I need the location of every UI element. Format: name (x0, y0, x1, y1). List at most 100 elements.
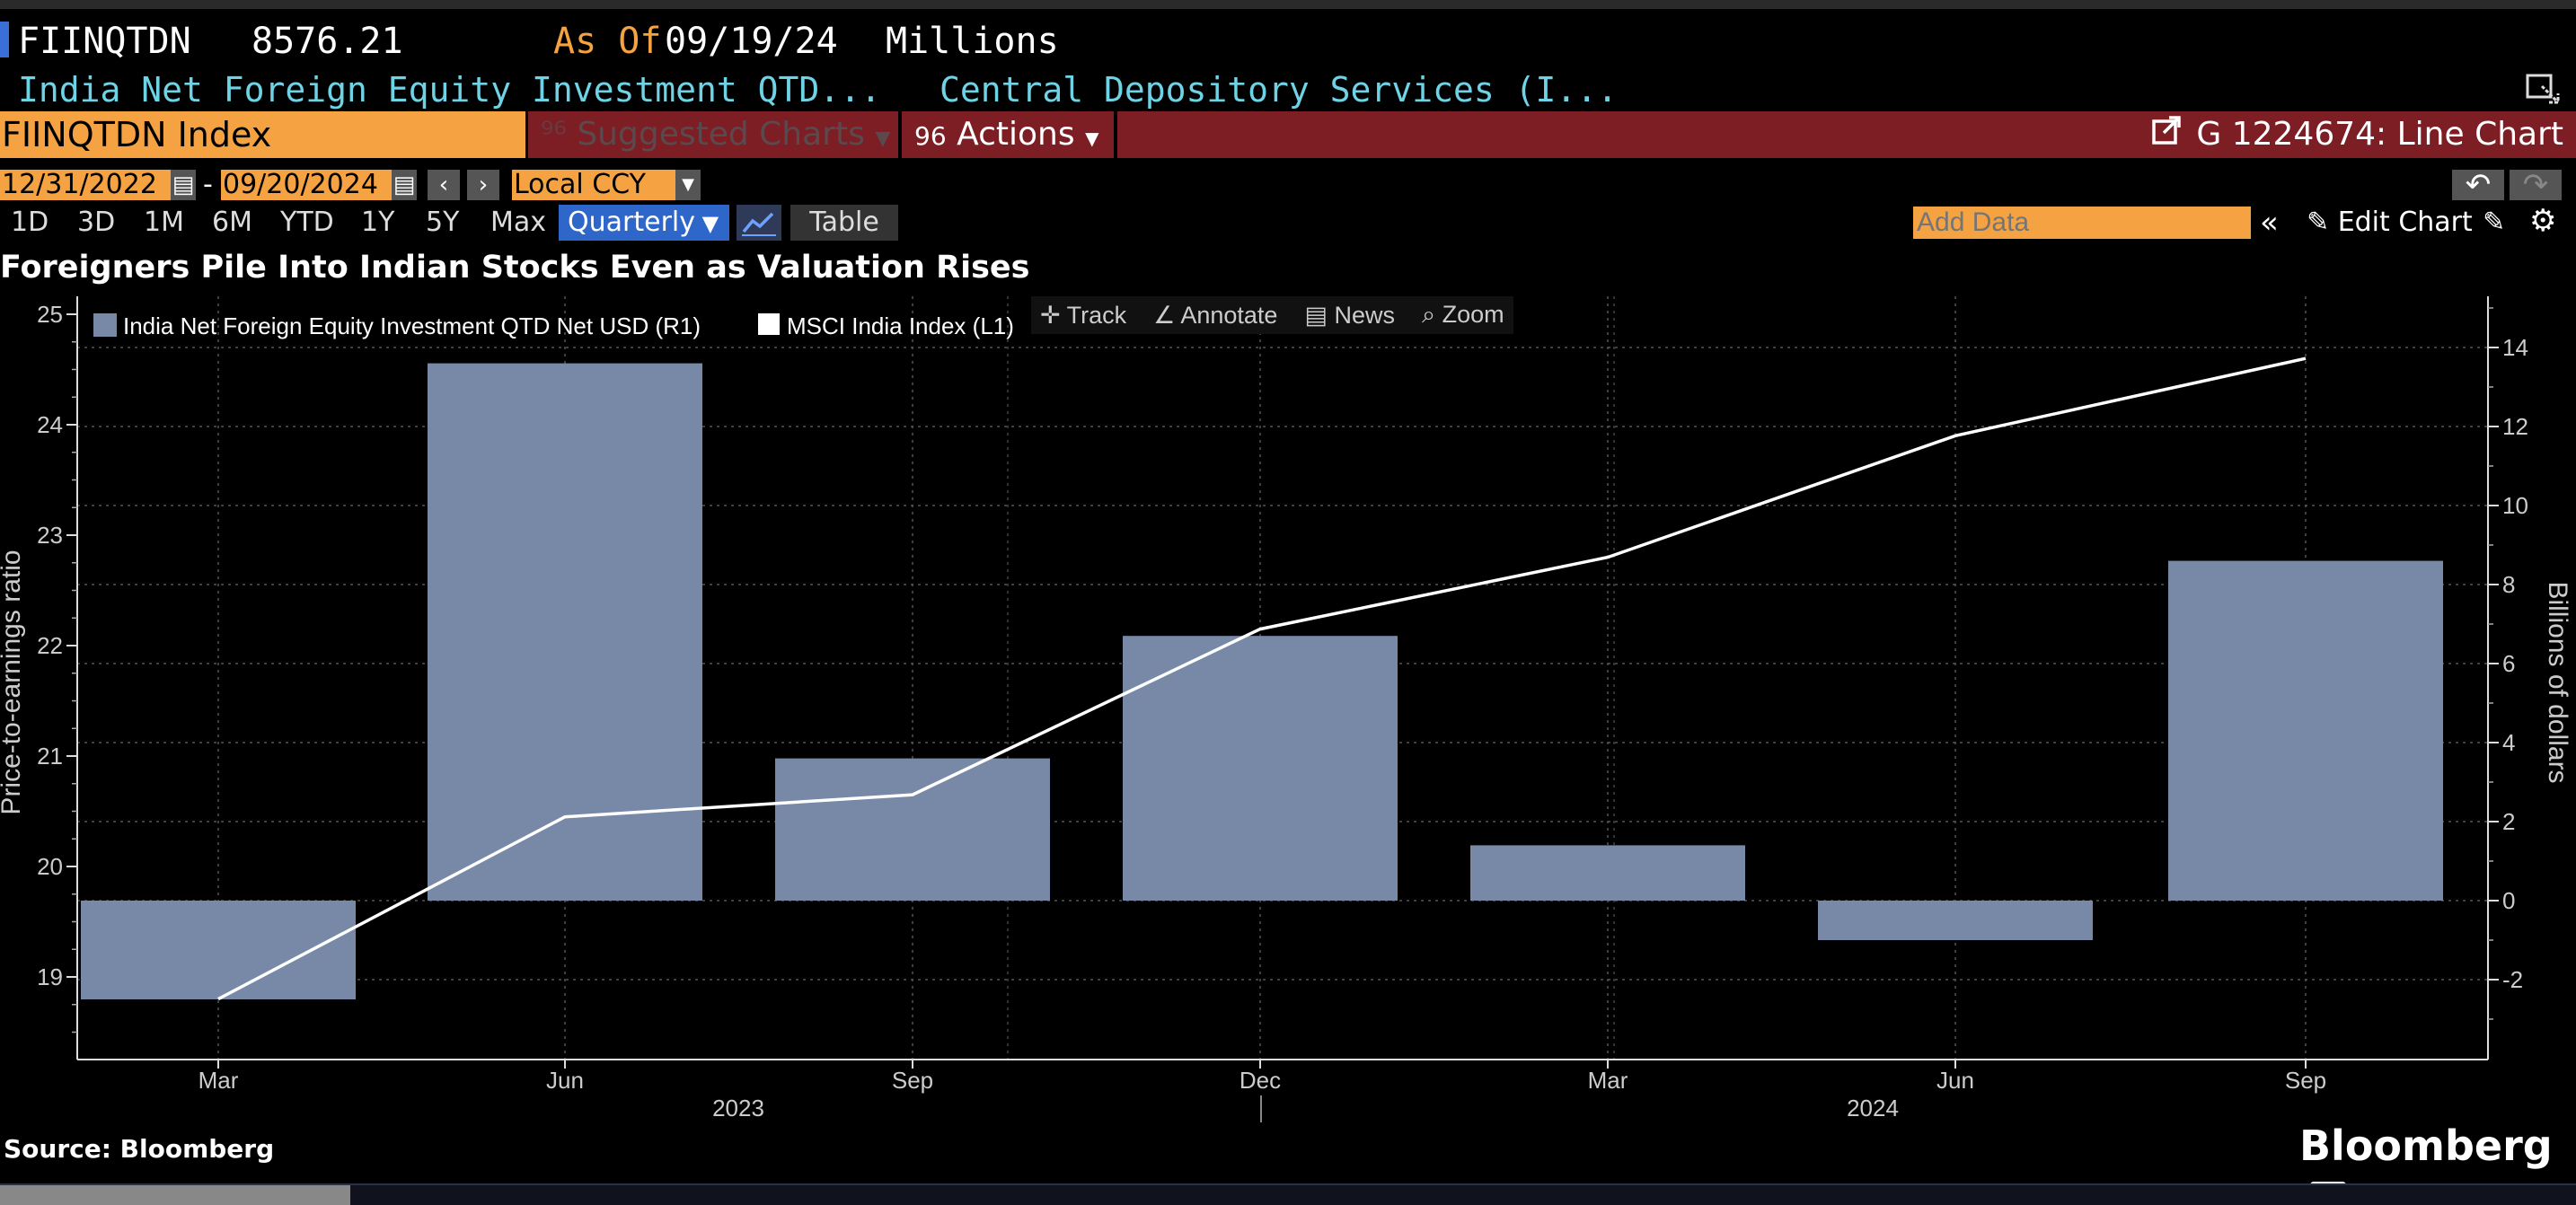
period-ytd-button[interactable]: YTD (280, 207, 334, 238)
period-max-button[interactable]: Max (490, 207, 547, 238)
ticker-symbol[interactable]: FIINQTDN (18, 21, 191, 62)
line-chart-icon[interactable] (737, 205, 781, 241)
period-3d-button[interactable]: 3D (77, 207, 116, 238)
pencil-icon: ✎ (2307, 207, 2338, 238)
crosshair-icon: ✛ (1040, 301, 1067, 329)
track-label: Track (1066, 301, 1127, 329)
data-source-name: Central Depository Services (I... (940, 70, 1618, 110)
bar (1818, 901, 2093, 940)
as-of-date: 09/19/24 (665, 21, 838, 62)
period-1d-button[interactable]: 1D (11, 207, 49, 238)
start-date-field[interactable]: 12/31/2022 (0, 170, 171, 200)
x-tick-label: Sep (2285, 1067, 2326, 1094)
bar (1123, 636, 1398, 901)
x-tick-label: Jun (1936, 1067, 1974, 1094)
chart-id-label: G 1224674: Line Chart (2196, 116, 2563, 153)
x-tick-label: Jun (546, 1067, 584, 1094)
legend-label-line: MSCI India Index (L1) (787, 312, 1014, 339)
add-data-input[interactable] (1913, 207, 2251, 239)
news-button[interactable]: ▤ News (1304, 302, 1395, 330)
gear-icon[interactable]: ⚙ (2529, 203, 2557, 239)
currency-select[interactable]: Local CCY (512, 170, 683, 200)
status-bar-segment (0, 1185, 350, 1205)
bloomberg-logo-text: Bloomberg (2299, 1121, 2553, 1170)
edit-chart-label: Edit Chart (2337, 207, 2473, 238)
magnifier-icon: ⌕ (1421, 301, 1442, 328)
period-5y-button[interactable]: 5Y (426, 207, 460, 238)
y-right-tick-label: 0 (2502, 887, 2515, 914)
edit-legend-icon[interactable]: ✎ (2483, 207, 2506, 238)
chart-title: Foreigners Pile Into Indian Stocks Even … (0, 250, 1030, 286)
y-right-tick-label: 14 (2502, 334, 2528, 361)
edit-chart-button[interactable]: ✎ Edit Chart (2307, 205, 2473, 241)
end-date-field[interactable]: 09/20/2024 (221, 170, 392, 200)
y-left-tick-label: 20 (37, 853, 63, 880)
popout-window-icon[interactable] (2524, 72, 2563, 108)
calendar-icon[interactable]: ▤ (171, 170, 196, 200)
suggested-charts-icon: ⁹⁶ (541, 116, 567, 153)
zoom-button[interactable]: ⌕ Zoom (1422, 301, 1504, 330)
y-right-tick-label: 6 (2502, 650, 2515, 677)
security-description: India Net Foreign Equity Investment QTD.… (18, 70, 881, 110)
date-separator: - (203, 169, 213, 200)
units-label: Millions (886, 21, 1059, 62)
y-right-tick-label: 12 (2502, 413, 2528, 440)
x-tick-label: Mar (198, 1067, 239, 1094)
y-right-tick-label: -2 (2502, 966, 2523, 993)
chevron-down-icon: ▼ (875, 128, 891, 150)
pe-ratio-line (217, 356, 2307, 1001)
actions-label: Actions (957, 116, 1075, 153)
annotate-button[interactable]: ∠ Annotate (1153, 302, 1277, 330)
title-bar (1117, 111, 2576, 158)
y-right-tick-label: 2 (2502, 808, 2515, 835)
previous-period-button[interactable]: ‹ (428, 170, 460, 200)
bar-series (81, 363, 2443, 999)
frequency-select[interactable]: Quarterly ▼ (559, 205, 729, 241)
period-1m-button[interactable]: 1M (144, 207, 184, 238)
y-right-tick-label: 4 (2502, 729, 2515, 756)
actions-menu[interactable]: 96 Actions ▼ (902, 111, 1114, 158)
y-left-tick-label: 19 (37, 963, 63, 990)
annotate-icon: ∠ (1153, 301, 1181, 329)
external-link-icon[interactable] (2151, 112, 2182, 159)
period-1y-button[interactable]: 1Y (361, 207, 395, 238)
calendar-icon[interactable]: ▤ (392, 170, 417, 200)
next-period-button[interactable]: › (467, 170, 499, 200)
x-tick-label: Dec (1239, 1067, 1281, 1094)
chevron-down-icon[interactable]: ▼ (675, 170, 701, 200)
chevron-down-icon: ▼ (695, 211, 719, 236)
y-axis-left-label: Price-to-earnings ratio (0, 550, 26, 814)
zoom-label: Zoom (1442, 301, 1504, 328)
legend-label-bars: India Net Foreign Equity Investment QTD … (123, 312, 701, 339)
chart-id-title: G 1224674: Line Chart (2151, 111, 2563, 158)
suggested-charts-label: Suggested Charts (577, 116, 865, 153)
y-right-tick-label: 10 (2502, 492, 2528, 519)
actions-icon: 96 (914, 121, 947, 151)
table-button[interactable]: Table (790, 205, 898, 241)
chart-legend: India Net Foreign Equity Investment QTD … (93, 312, 1014, 339)
undo-icon[interactable]: ↶ (2452, 170, 2504, 200)
x-year-label: 2024 (1847, 1095, 1899, 1121)
collapse-icon[interactable]: « (2260, 205, 2279, 241)
frequency-label: Quarterly (568, 207, 695, 238)
suggested-charts-menu[interactable]: ⁹⁶ Suggested Charts ▼ (528, 111, 898, 158)
bar (2168, 560, 2443, 901)
track-button[interactable]: ✛ Track (1040, 302, 1126, 330)
bar (1470, 845, 1745, 901)
x-tick-label: Mar (1588, 1067, 1628, 1094)
bar (428, 363, 702, 902)
ticker-value: 8576.21 (251, 21, 403, 62)
y-axis-right-label: Billions of dollars (2543, 581, 2572, 783)
y-right-tick-label: 8 (2502, 571, 2515, 598)
x-tick-label: Sep (892, 1067, 933, 1094)
chart-source: Source: Bloomberg (4, 1134, 275, 1164)
security-field[interactable]: FIINQTDN Index (0, 111, 525, 158)
period-6m-button[interactable]: 6M (212, 207, 252, 238)
chart-toolbar: ✛ Track ∠ Annotate ▤ News ⌕ Zoom (1031, 296, 1513, 334)
chevron-down-icon: ▼ (1085, 128, 1099, 149)
redo-icon[interactable]: ↷ (2510, 170, 2562, 200)
legend-swatch-bars (93, 313, 117, 337)
y-left-tick-label: 22 (37, 632, 63, 659)
